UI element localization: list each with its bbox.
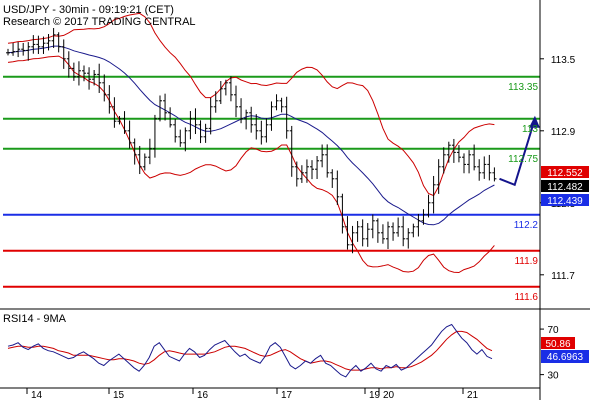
rsi-line <box>7 323 493 378</box>
time-tick-label: 16 <box>197 390 209 400</box>
time-tick-label: 15 <box>113 390 125 400</box>
price-box-label: 112.552 <box>547 168 583 179</box>
time-tick-label: 20 <box>383 390 395 400</box>
chart-labels: 113.5112.9112.3111.770301415161719202111… <box>31 55 589 400</box>
rsi-panel <box>7 323 493 378</box>
forecast-arrowhead <box>528 115 540 128</box>
time-tick-label: 19 <box>369 390 381 400</box>
level-label: 113.35 <box>508 82 538 93</box>
price-box-label: 112.439 <box>547 196 583 207</box>
indicator-label: RSI14 - 9MA <box>3 313 67 325</box>
level-lines <box>3 75 540 288</box>
rsi-tick-label: 30 <box>547 371 559 382</box>
chart-title: USD/JPY - 30min - 09:19:21 (CET) <box>3 4 174 16</box>
time-tick-label: 21 <box>467 390 479 400</box>
price-tick-label: 113.5 <box>551 55 576 66</box>
level-label: 113 <box>522 124 538 135</box>
bollinger-upper <box>7 12 495 197</box>
time-tick-label: 14 <box>31 390 43 400</box>
forecast-path <box>499 118 536 187</box>
price-box <box>541 194 589 206</box>
level-label: 111.9 <box>514 256 538 267</box>
price-box-label: 112.482 <box>547 182 583 193</box>
chart-subtitle: Research © 2017 TRADING CENTRAL <box>3 16 196 28</box>
rsi-tick-label: 70 <box>547 325 559 336</box>
rsi-box <box>541 350 589 363</box>
rsi-ma-box <box>541 337 575 349</box>
forecast-arrow <box>499 115 540 187</box>
price-tick-label: 112.9 <box>551 127 576 138</box>
price-box <box>541 166 589 178</box>
candles <box>6 28 497 254</box>
level-label: 112.2 <box>514 220 539 231</box>
level-label: 112.75 <box>508 154 538 165</box>
time-tick-label: 17 <box>281 390 293 400</box>
price-box <box>541 180 589 192</box>
price-tick-label: 111.7 <box>551 271 575 282</box>
level-label: 111.6 <box>514 292 538 303</box>
rsi-ma-box-label: 50.86 <box>545 339 570 350</box>
rsi-box-label: 46.6963 <box>547 352 584 363</box>
